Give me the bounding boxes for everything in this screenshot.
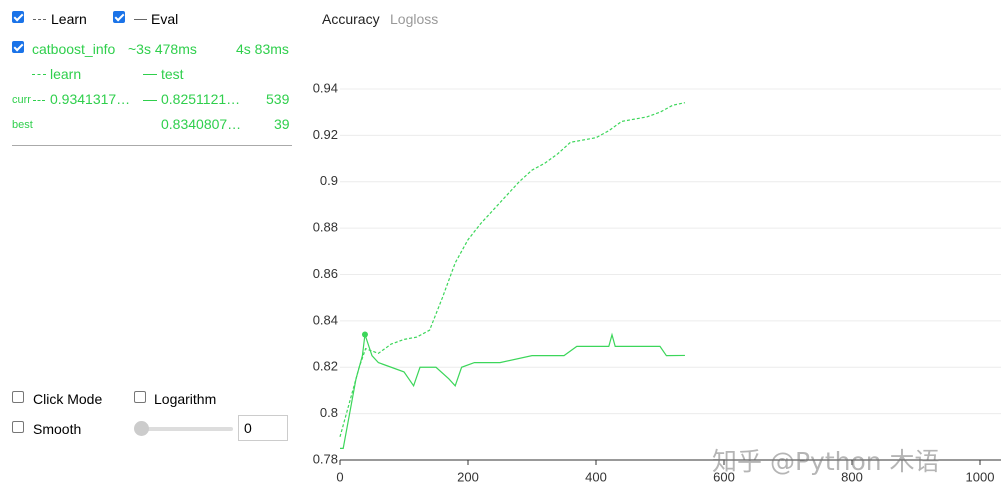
y-tick-label: 0.78 [313, 451, 338, 466]
run-name: catboost_info [32, 41, 116, 57]
test-line [143, 100, 157, 101]
line-learn [339, 102, 686, 437]
tab-logloss[interactable]: Logloss [390, 11, 439, 27]
eval-label: Eval [151, 11, 179, 27]
smooth-input[interactable]: 0 [238, 415, 288, 441]
eval-line [134, 19, 147, 20]
x-tick-label: 0 [336, 469, 343, 484]
legend-learn: learn [50, 66, 82, 82]
elapsed: ~3s 478ms [128, 41, 197, 57]
legend-test: test [161, 66, 184, 82]
click-mode-checkbox[interactable] [12, 391, 24, 403]
click-mode-label: Click Mode [33, 391, 103, 407]
smooth-label: Smooth [33, 421, 82, 437]
separator [12, 145, 292, 146]
learn-dash [33, 100, 45, 101]
best-label: best [12, 119, 33, 131]
curr-iter: 539 [266, 91, 290, 107]
x-tick-label: 800 [841, 469, 863, 484]
x-tick-label: 200 [457, 469, 479, 484]
test-line [143, 74, 157, 75]
best-iter: 39 [274, 116, 290, 132]
x-tick-label: 1000 [966, 469, 995, 484]
y-tick-label: 0.94 [313, 80, 338, 95]
logarithm-label: Logarithm [154, 391, 217, 407]
y-tick-label: 0.86 [313, 266, 338, 281]
line-test [340, 332, 685, 450]
logarithm-checkbox[interactable] [134, 391, 146, 403]
run-checkbox[interactable] [12, 41, 24, 53]
y-tick-label: 0.84 [313, 312, 338, 327]
y-tick-label: 0.9 [320, 173, 338, 188]
chart: 0.78 0.8 0.82 0.84 0.86 0.88 0.9 0.92 0.94 0 200 40… [313, 80, 1001, 484]
x-tick-label: 400 [585, 469, 607, 484]
learn-checkbox[interactable] [12, 11, 24, 23]
learn-dash [32, 74, 46, 75]
x-tick-label: 600 [713, 469, 735, 484]
curr-test: 0.8251121… [161, 91, 241, 107]
tab-accuracy[interactable]: Accuracy [322, 11, 380, 27]
watermark: 知乎 @Python 木语 [712, 447, 940, 476]
y-tick-label: 0.88 [313, 220, 338, 235]
curr-learn: 0.9341317… [50, 91, 131, 107]
learn-label: Learn [51, 11, 87, 27]
curr-label: curr [12, 94, 31, 106]
smooth-checkbox[interactable] [12, 421, 24, 433]
best-marker [361, 331, 368, 338]
smooth-slider[interactable] [137, 427, 233, 431]
y-tick-label: 0.82 [313, 359, 338, 374]
eval-checkbox[interactable] [113, 11, 125, 23]
best-test: 0.8340807… [161, 116, 242, 132]
y-tick-label: 0.92 [313, 127, 338, 142]
remaining: 4s 83ms [236, 41, 289, 57]
learn-dash [33, 19, 46, 20]
slider-thumb[interactable] [134, 421, 149, 436]
y-tick-label: 0.8 [320, 405, 338, 420]
